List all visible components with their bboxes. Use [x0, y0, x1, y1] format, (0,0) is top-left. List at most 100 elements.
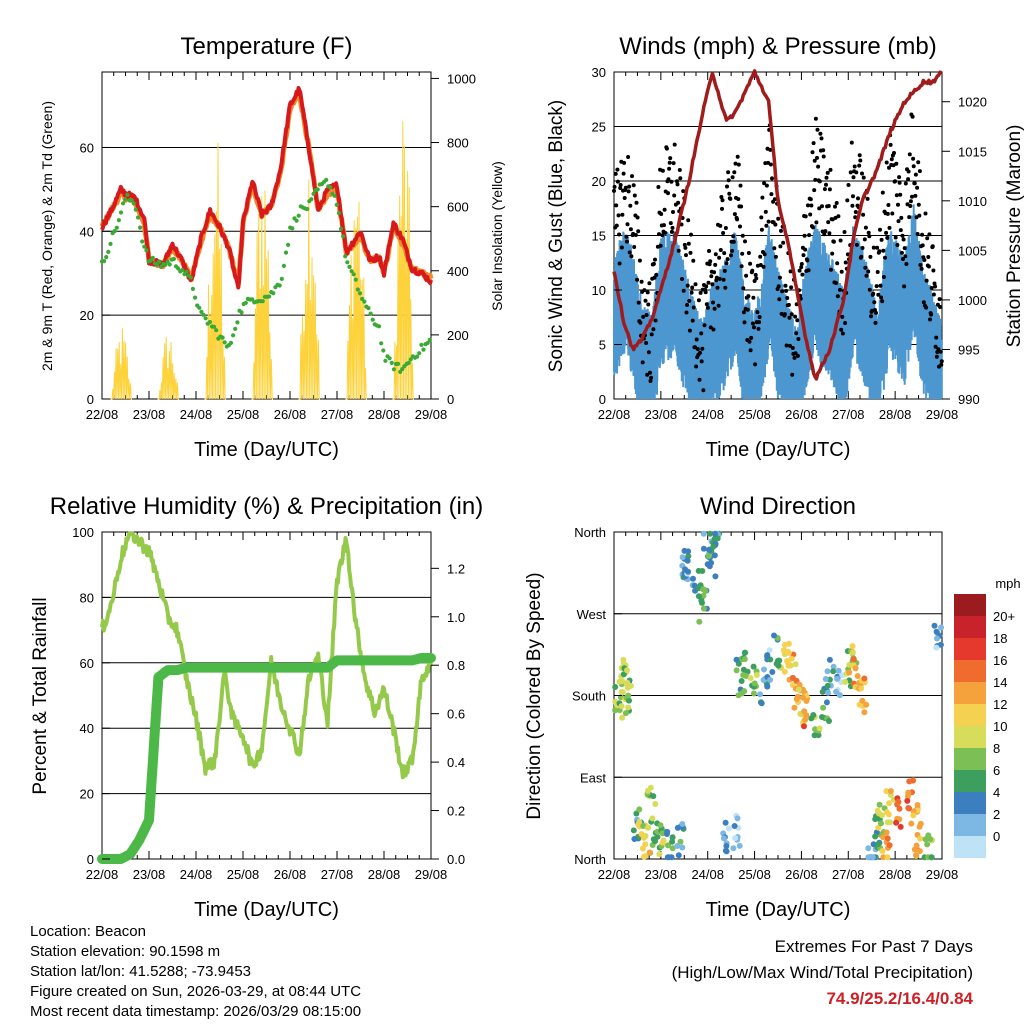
gust-point: [783, 283, 788, 288]
gust-point: [801, 253, 806, 258]
colorbar-swatch: [954, 704, 986, 726]
gust-point: [884, 160, 889, 165]
gust-point: [694, 364, 699, 369]
gust-point: [840, 314, 845, 319]
gust-point: [713, 252, 718, 257]
gust-point: [789, 312, 794, 317]
gust-point: [875, 270, 880, 274]
gust-point: [618, 186, 623, 190]
gust-point: [784, 343, 789, 348]
solar-insolation-line: [251, 190, 273, 400]
gust-point: [743, 239, 747, 244]
dewpoint-point: [277, 283, 282, 288]
wind-direction-point: [931, 622, 938, 629]
gust-point: [831, 239, 836, 244]
wind-direction-point: [859, 697, 866, 704]
gust-point: [770, 176, 774, 181]
wind-direction-point: [858, 685, 865, 692]
gust-point: [913, 172, 918, 177]
wind-direction-point: [738, 678, 745, 684]
x-tick-label: 24/08: [691, 867, 724, 882]
gust-point: [693, 282, 698, 287]
gust-point: [619, 245, 624, 250]
gust-point: [934, 354, 939, 359]
gust-point: [735, 154, 740, 159]
wind-direction-point: [722, 819, 729, 826]
gust-point: [860, 171, 864, 176]
wind-direction-point: [742, 649, 749, 656]
dewpoint-point: [379, 341, 384, 346]
gust-point: [826, 204, 831, 208]
wind-direction-point: [700, 545, 707, 552]
wind-direction-point: [865, 854, 872, 861]
gust-point: [894, 193, 899, 198]
dewpoint-point: [176, 266, 181, 271]
gust-point: [921, 300, 926, 305]
gust-point: [670, 225, 675, 230]
gust-point: [716, 303, 721, 308]
gust-point: [748, 261, 753, 266]
gust-point: [900, 233, 905, 238]
gust-point: [719, 195, 724, 199]
gust-point: [881, 275, 886, 279]
dewpoint-point: [138, 225, 143, 230]
dewpoint-point: [123, 197, 128, 202]
gust-point: [903, 254, 908, 259]
dewpoint-point: [184, 269, 189, 274]
colorbar-swatch: [954, 594, 986, 616]
gust-point: [741, 286, 746, 291]
gust-point: [686, 241, 691, 246]
gust-point: [662, 223, 666, 228]
gust-point: [759, 215, 764, 220]
gust-point: [744, 273, 749, 278]
y-right-tick-label: 1000: [447, 71, 476, 86]
gust-point: [932, 281, 937, 286]
gust-point: [669, 229, 674, 234]
x-tick-label: 23/08: [645, 867, 678, 882]
y-tick-label: North: [574, 852, 606, 867]
gust-point: [835, 261, 840, 266]
y-right-axis-title: Station Pressure (Maroon): [1004, 125, 1024, 348]
gust-point: [766, 219, 771, 224]
gust-point: [746, 294, 751, 299]
gust-point: [846, 183, 851, 187]
extremes-box: Extremes For Past 7 Days (High/Low/Max W…: [672, 934, 973, 1012]
gust-point: [699, 331, 704, 336]
gust-point: [896, 219, 901, 224]
gust-point: [874, 310, 878, 315]
wind-direction-point: [801, 723, 807, 730]
dewpoint-point: [116, 218, 121, 223]
gust-point: [636, 229, 641, 234]
gust-point: [656, 185, 661, 189]
gust-point: [762, 181, 767, 186]
gust-point: [926, 264, 931, 269]
wind-direction-point: [741, 656, 748, 663]
gust-point: [877, 249, 882, 254]
dewpoint-point: [381, 348, 386, 353]
gust-point: [681, 189, 686, 194]
gust-point: [821, 148, 826, 153]
gust-point: [760, 195, 765, 200]
wind-direction-point: [733, 667, 740, 674]
wind-direction-point: [766, 647, 773, 654]
gust-point: [703, 290, 708, 295]
gust-point: [938, 305, 943, 309]
y-axis-title: Sonic Wind & Gust (Blue, Black): [546, 100, 567, 372]
wind-direction-point: [800, 686, 806, 693]
gust-point: [668, 221, 673, 226]
gust-point: [830, 251, 835, 256]
x-tick-label: 29/08: [415, 407, 448, 422]
gust-point: [843, 260, 848, 265]
gust-point: [634, 200, 639, 205]
gust-point: [912, 181, 917, 186]
gust-point: [723, 285, 728, 290]
wind-direction-point: [938, 624, 945, 631]
gust-point: [620, 212, 625, 217]
gust-point: [908, 199, 913, 204]
gust-point: [745, 307, 750, 312]
gust-point: [731, 234, 736, 239]
wind-direction-point: [720, 835, 727, 842]
gust-point: [758, 263, 763, 267]
wind-direction-point: [764, 682, 771, 689]
